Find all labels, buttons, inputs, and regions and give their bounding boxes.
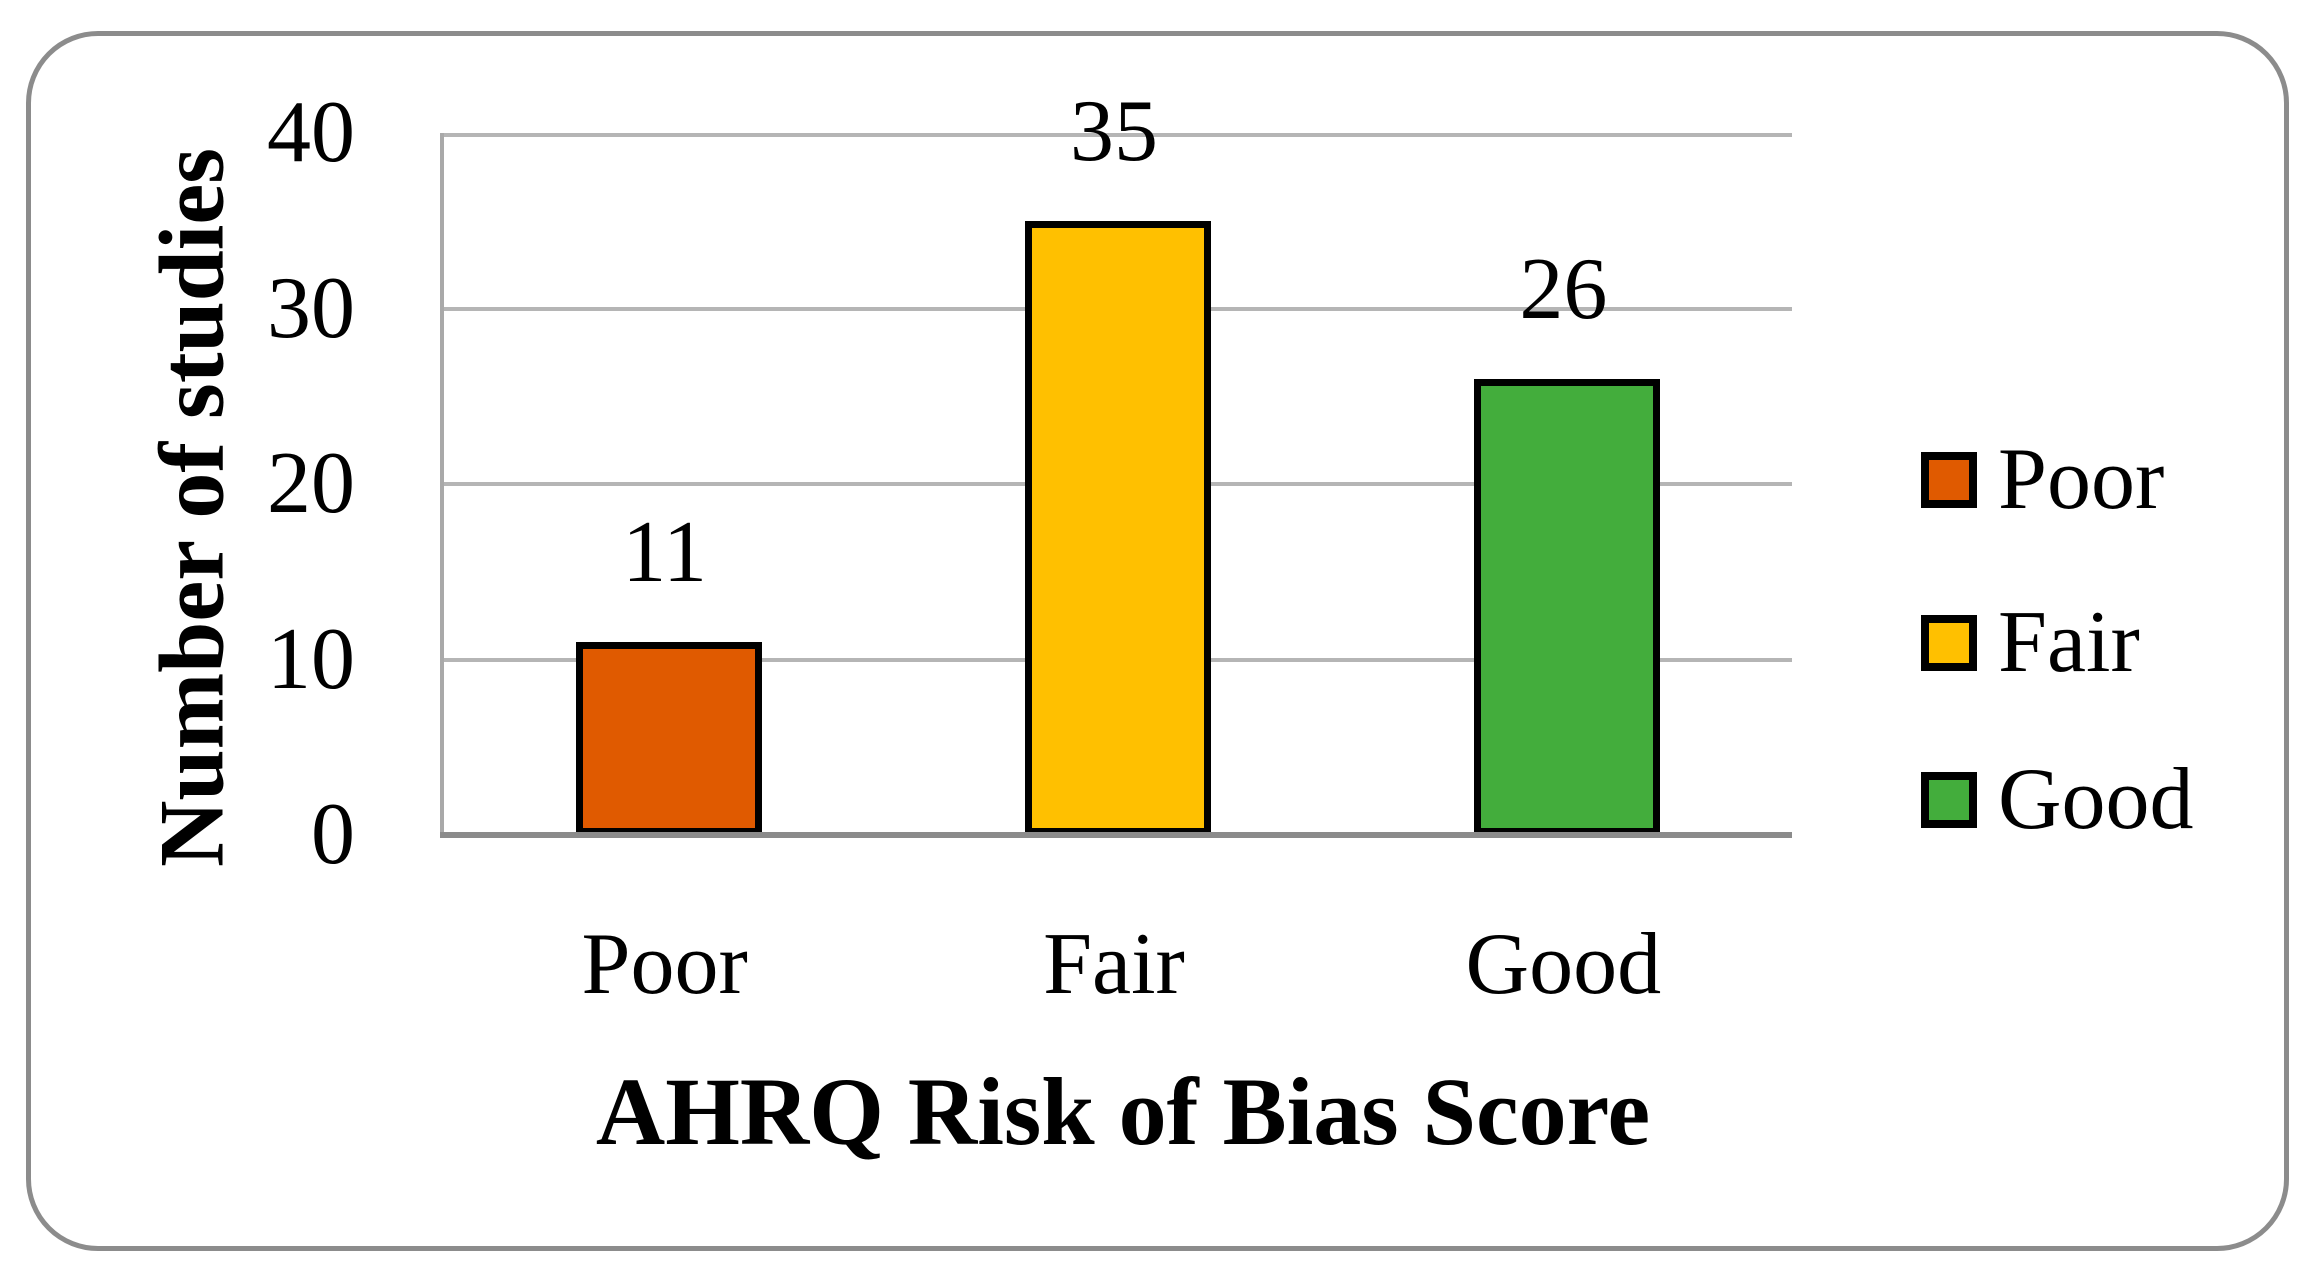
value-label-poor: 11 bbox=[622, 504, 708, 601]
legend-swatch-poor bbox=[1921, 452, 1977, 508]
y-tick-40: 40 bbox=[267, 84, 355, 181]
legend-swatch-good bbox=[1921, 772, 1977, 828]
legend: Poor Fair Good bbox=[1921, 0, 2301, 1280]
legend-label-good: Good bbox=[1998, 751, 2194, 848]
y-tick-0: 0 bbox=[311, 786, 355, 883]
plot-area bbox=[440, 133, 1792, 838]
bar-good bbox=[1474, 379, 1661, 835]
bar-poor bbox=[575, 642, 762, 835]
value-label-good: 26 bbox=[1519, 241, 1608, 338]
y-tick-10: 10 bbox=[267, 610, 355, 708]
x-axis-line bbox=[440, 832, 1792, 838]
bar-fair bbox=[1025, 221, 1211, 835]
legend-swatch-fair bbox=[1921, 615, 1977, 671]
x-axis-title: AHRQ Risk of Bias Score bbox=[595, 1058, 1651, 1165]
x-tick-fair: Fair bbox=[1043, 916, 1185, 1013]
x-tick-good: Good bbox=[1465, 916, 1662, 1013]
legend-label-fair: Fair bbox=[1998, 594, 2140, 691]
gridline-40 bbox=[444, 133, 1792, 137]
y-tick-20: 20 bbox=[267, 435, 355, 532]
x-tick-poor: Poor bbox=[581, 916, 748, 1013]
y-tick-30: 30 bbox=[267, 259, 355, 357]
value-label-fair: 35 bbox=[1070, 83, 1158, 180]
legend-label-poor: Poor bbox=[1998, 431, 2165, 528]
